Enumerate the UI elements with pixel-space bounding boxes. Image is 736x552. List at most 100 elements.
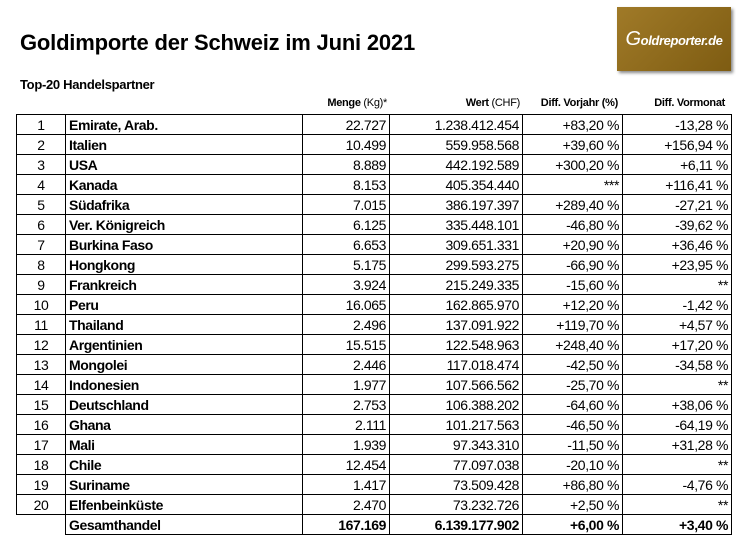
vorjahr-cell: -25,70 % (522, 374, 623, 395)
rank-cell: 6 (16, 214, 66, 235)
country-cell: Deutschland (65, 394, 303, 415)
total-vorjahr: +6,00 % (522, 514, 623, 535)
empty-cell (17, 515, 66, 535)
rank-cell: 10 (16, 294, 66, 315)
menge-cell: 2.111 (302, 414, 390, 435)
goldreporter-logo: Goldreporter.de (617, 7, 731, 71)
rank-cell: 5 (16, 194, 66, 215)
rank-cell: 12 (16, 334, 66, 355)
vorjahr-cell: -15,60 % (522, 274, 623, 295)
vorjahr-cell: +12,20 % (522, 294, 623, 315)
menge-cell: 2.446 (302, 354, 390, 375)
vormonat-cell: +116,41 % (622, 174, 732, 195)
menge-cell: 7.015 (302, 194, 390, 215)
rank-cell: 19 (16, 474, 66, 495)
wert-cell: 73.509.428 (389, 474, 523, 495)
country-cell: Hongkong (65, 254, 303, 275)
table-row: 9 Frankreich 3.924 215.249.335 -15,60 % ** (16, 274, 732, 295)
menge-cell: 1.977 (302, 374, 390, 395)
vormonat-cell: -39,62 % (622, 214, 732, 235)
menge-cell: 15.515 (302, 334, 390, 355)
country-cell: Emirate, Arab. (65, 114, 303, 135)
rank-cell: 7 (16, 234, 66, 255)
vorjahr-cell: +119,70 % (522, 314, 623, 335)
table-row: 7 Burkina Faso 6.653 309.651.331 +20,90 % +36… (16, 234, 732, 255)
total-row: Gesamthandel 167.169 6.139.177.902 +6,00 % +… (17, 514, 732, 535)
vormonat-cell: -1,42 % (622, 294, 732, 315)
rank-cell: 20 (16, 494, 66, 515)
vorjahr-cell: +289,40 % (522, 194, 623, 215)
wert-cell: 162.865.970 (389, 294, 523, 315)
rank-cell: 9 (16, 274, 66, 295)
wert-cell: 335.448.101 (389, 214, 523, 235)
wert-cell: 309.651.331 (389, 234, 523, 255)
vormonat-cell: +4,57 % (622, 314, 732, 335)
country-cell: Ghana (65, 414, 303, 435)
vormonat-cell: +38,06 % (622, 394, 732, 415)
table-row: 12 Argentinien 15.515 122.548.963 +248,40 % +… (16, 334, 732, 355)
vorjahr-cell: -42,50 % (522, 354, 623, 375)
menge-cell: 12.454 (302, 454, 390, 475)
menge-cell: 2.470 (302, 494, 390, 515)
vormonat-cell: +23,95 % (622, 254, 732, 275)
table-row: 18 Chile 12.454 77.097.038 -20,10 % ** (16, 454, 732, 475)
vormonat-cell: -34,58 % (622, 354, 732, 375)
total-label: Gesamthandel (65, 514, 303, 535)
country-cell: Mali (65, 434, 303, 455)
country-cell: Thailand (65, 314, 303, 335)
country-cell: Mongolei (65, 354, 303, 375)
menge-cell: 6.125 (302, 214, 390, 235)
wert-cell: 215.249.335 (389, 274, 523, 295)
menge-cell: 2.753 (302, 394, 390, 415)
country-cell: Frankreich (65, 274, 303, 295)
menge-cell: 8.153 (302, 174, 390, 195)
menge-cell: 8.889 (302, 154, 390, 175)
table-row: 11 Thailand 2.496 137.091.922 +119,70 % +4,57… (16, 314, 732, 335)
rank-cell: 15 (16, 394, 66, 415)
vorjahr-cell: -11,50 % (522, 434, 623, 455)
total-menge: 167.169 (302, 514, 390, 535)
table-row: 16 Ghana 2.111 101.217.563 -46,50 % -64,19 % (16, 414, 732, 435)
page-title: Goldimporte der Schweiz im Juni 2021 (20, 30, 416, 55)
vorjahr-cell: -20,10 % (522, 454, 623, 475)
vormonat-cell: +156,94 % (622, 134, 732, 155)
menge-cell: 2.496 (302, 314, 390, 335)
menge-cell: 3.924 (302, 274, 390, 295)
table-row: 14 Indonesien 1.977 107.566.562 -25,70 % ** (16, 374, 732, 395)
menge-cell: 5.175 (302, 254, 390, 275)
vormonat-cell: +36,46 % (622, 234, 732, 255)
header-vorjahr: Diff. Vorjahr (%) (540, 97, 619, 109)
wert-cell: 97.343.310 (389, 434, 523, 455)
vormonat-cell: +31,28 % (622, 434, 732, 455)
wert-cell: 442.192.589 (389, 154, 523, 175)
menge-cell: 1.417 (302, 474, 390, 495)
wert-cell: 107.566.562 (389, 374, 523, 395)
trade-partners-table: 1 Emirate, Arab. 22.727 1.238.412.454 +83,20… (16, 114, 732, 535)
country-cell: Peru (65, 294, 303, 315)
header-wert: Wert (CHF) (465, 97, 521, 109)
rank-cell: 1 (16, 114, 66, 135)
vormonat-cell: ** (622, 494, 732, 515)
vorjahr-cell: -46,80 % (522, 214, 623, 235)
total-vormonat: +3,40 % (622, 514, 732, 535)
rank-cell: 11 (16, 314, 66, 335)
rank-cell: 17 (16, 434, 66, 455)
wert-cell: 559.958.568 (389, 134, 523, 155)
vormonat-cell: +6,11 % (622, 154, 732, 175)
header-vormonat: Diff. Vormonat (654, 97, 725, 109)
country-cell: Suriname (65, 474, 303, 495)
table-row: 2 Italien 10.499 559.958.568 +39,60 % +156,94… (16, 134, 732, 155)
table-row: 10 Peru 16.065 162.865.970 +12,20 % -1,42 % (16, 294, 732, 315)
rank-cell: 16 (16, 414, 66, 435)
country-cell: Italien (65, 134, 303, 155)
wert-cell: 137.091.922 (389, 314, 523, 335)
vorjahr-cell: +86,80 % (522, 474, 623, 495)
vorjahr-cell: +39,60 % (522, 134, 623, 155)
wert-cell: 117.018.474 (389, 354, 523, 375)
vorjahr-cell: -64,60 % (522, 394, 623, 415)
wert-cell: 77.097.038 (389, 454, 523, 475)
country-cell: Chile (65, 454, 303, 475)
table-row: 13 Mongolei 2.446 117.018.474 -42,50 % -34,58… (16, 354, 732, 375)
menge-cell: 1.939 (302, 434, 390, 455)
wert-cell: 101.217.563 (389, 414, 523, 435)
